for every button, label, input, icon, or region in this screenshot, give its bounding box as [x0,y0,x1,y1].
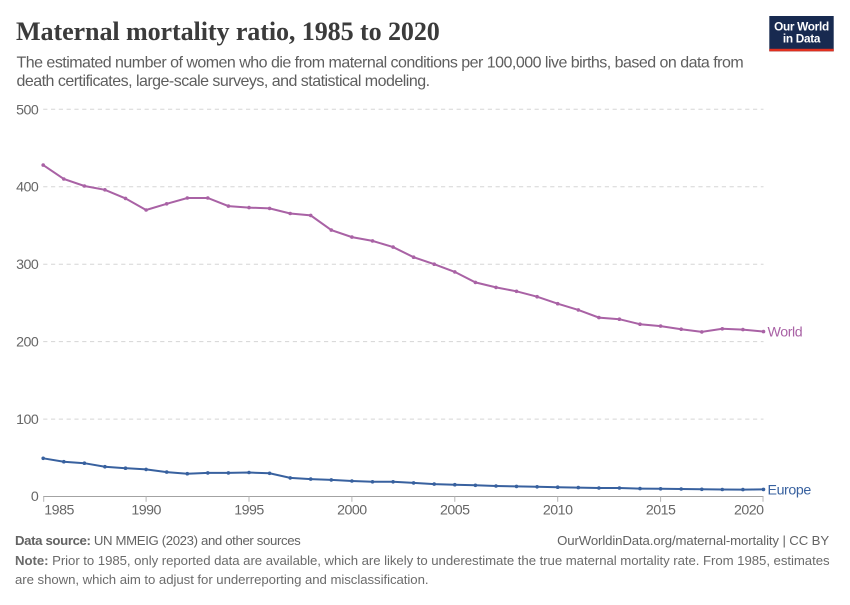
svg-text:2015: 2015 [646,503,676,519]
svg-text:200: 200 [16,335,39,351]
svg-text:The estimated number of women: The estimated number of women who die fr… [17,54,744,71]
svg-text:2000: 2000 [337,503,367,519]
svg-text:Our World: Our World [774,20,829,34]
svg-text:400: 400 [16,180,39,196]
svg-text:1990: 1990 [131,503,161,519]
svg-text:death certificates, large-scal: death certificates, large-scale surveys,… [17,73,430,90]
svg-text:2010: 2010 [543,503,573,519]
svg-text:OurWorldinData.org/maternal-mo: OurWorldinData.org/maternal-mortality | … [557,533,829,548]
svg-text:are shown, which aim to adjust: are shown, which aim to adjust for under… [15,572,428,587]
svg-text:Data source: UN MMEIG (2023) a: Data source: UN MMEIG (2023) and other s… [15,533,301,548]
svg-text:Maternal mortality ratio, 1985: Maternal mortality ratio, 1985 to 2020 [16,17,440,46]
svg-text:in Data: in Data [783,31,821,45]
svg-text:World: World [768,324,803,340]
svg-text:1985: 1985 [44,503,74,519]
svg-text:500: 500 [16,102,39,118]
svg-text:Europe: Europe [768,483,812,499]
svg-text:2005: 2005 [440,503,470,519]
svg-text:2020: 2020 [734,503,764,519]
svg-text:Note: Prior to 1985, only repo: Note: Prior to 1985, only reported data … [15,553,830,568]
svg-text:300: 300 [16,257,39,273]
svg-text:100: 100 [16,412,39,428]
svg-text:1995: 1995 [234,503,264,519]
svg-text:0: 0 [31,489,39,505]
